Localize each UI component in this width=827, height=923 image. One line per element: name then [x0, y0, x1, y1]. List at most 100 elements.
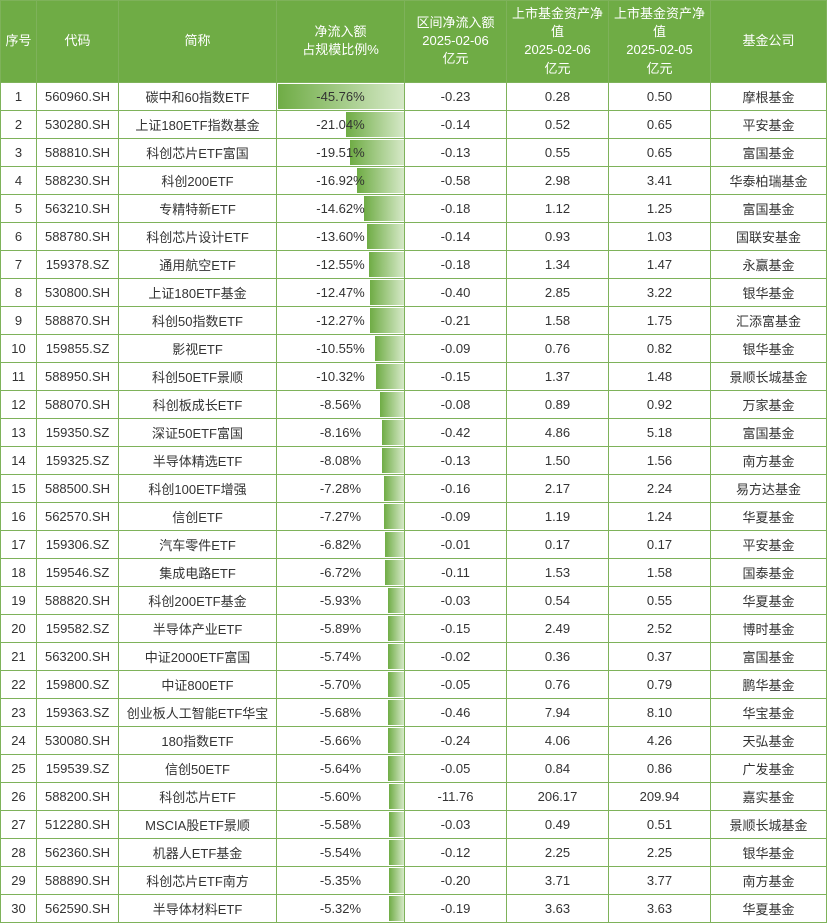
table-row: 13159350.SZ深证50ETF富国-8.16%-0.424.865.18富…	[1, 418, 827, 446]
cell-name: MSCIA股ETF景顺	[119, 810, 277, 838]
cell-nav1: 2.25	[507, 838, 609, 866]
cell-seq: 14	[1, 446, 37, 474]
ratio-label: -6.72%	[320, 565, 361, 580]
cell-name: 科创50指数ETF	[119, 306, 277, 334]
cell-ratio: -16.92%	[277, 166, 405, 194]
cell-flow: -0.05	[405, 754, 507, 782]
cell-name: 影视ETF	[119, 334, 277, 362]
cell-comp: 摩根基金	[711, 82, 827, 110]
cell-code: 588230.SH	[37, 166, 119, 194]
cell-code: 159546.SZ	[37, 558, 119, 586]
cell-comp: 鹏华基金	[711, 670, 827, 698]
col-header-ratio: 净流入额占规模比例%	[277, 1, 405, 83]
table-row: 4588230.SH科创200ETF-16.92%-0.582.983.41华泰…	[1, 166, 827, 194]
ratio-label: -45.76%	[316, 89, 364, 104]
cell-nav2: 4.26	[609, 726, 711, 754]
cell-code: 562590.SH	[37, 894, 119, 922]
cell-ratio: -5.68%	[277, 698, 405, 726]
cell-nav1: 2.17	[507, 474, 609, 502]
ratio-label: -7.28%	[320, 481, 361, 496]
table-row: 24530080.SH180指数ETF-5.66%-0.244.064.26天弘…	[1, 726, 827, 754]
cell-name: 机器人ETF基金	[119, 838, 277, 866]
cell-nav1: 0.76	[507, 334, 609, 362]
cell-ratio: -8.08%	[277, 446, 405, 474]
cell-code: 562570.SH	[37, 502, 119, 530]
cell-nav2: 1.58	[609, 558, 711, 586]
ratio-label: -13.60%	[316, 229, 364, 244]
cell-flow: -0.24	[405, 726, 507, 754]
ratio-bar	[364, 196, 404, 221]
cell-nav2: 1.25	[609, 194, 711, 222]
cell-comp: 华夏基金	[711, 502, 827, 530]
cell-nav2: 1.24	[609, 502, 711, 530]
cell-nav2: 0.86	[609, 754, 711, 782]
cell-ratio: -12.47%	[277, 278, 405, 306]
cell-ratio: -5.74%	[277, 642, 405, 670]
ratio-bar	[385, 532, 404, 557]
table-row: 22159800.SZ中证800ETF-5.70%-0.050.760.79鹏华…	[1, 670, 827, 698]
cell-seq: 18	[1, 558, 37, 586]
cell-ratio: -12.27%	[277, 306, 405, 334]
cell-seq: 16	[1, 502, 37, 530]
table-row: 14159325.SZ半导体精选ETF-8.08%-0.131.501.56南方…	[1, 446, 827, 474]
table-header: 序号代码简称净流入额占规模比例%区间净流入额2025-02-06亿元上市基金资产…	[1, 1, 827, 83]
cell-flow: -0.09	[405, 334, 507, 362]
cell-comp: 易方达基金	[711, 474, 827, 502]
cell-nav2: 0.82	[609, 334, 711, 362]
cell-nav1: 4.06	[507, 726, 609, 754]
ratio-bar	[389, 868, 404, 893]
cell-seq: 19	[1, 586, 37, 614]
cell-nav1: 1.50	[507, 446, 609, 474]
cell-flow: -0.13	[405, 138, 507, 166]
cell-comp: 国泰基金	[711, 558, 827, 586]
ratio-label: -10.32%	[316, 369, 364, 384]
cell-comp: 华泰柏瑞基金	[711, 166, 827, 194]
cell-flow: -0.21	[405, 306, 507, 334]
cell-flow: -0.11	[405, 558, 507, 586]
cell-name: 通用航空ETF	[119, 250, 277, 278]
cell-ratio: -6.72%	[277, 558, 405, 586]
ratio-bar	[388, 644, 404, 669]
table-row: 18159546.SZ集成电路ETF-6.72%-0.111.531.58国泰基…	[1, 558, 827, 586]
cell-seq: 17	[1, 530, 37, 558]
table-row: 6588780.SH科创芯片设计ETF-13.60%-0.140.931.03国…	[1, 222, 827, 250]
cell-nav1: 7.94	[507, 698, 609, 726]
ratio-label: -5.68%	[320, 705, 361, 720]
cell-ratio: -5.54%	[277, 838, 405, 866]
cell-seq: 7	[1, 250, 37, 278]
cell-flow: -0.03	[405, 586, 507, 614]
cell-flow: -0.15	[405, 362, 507, 390]
ratio-label: -5.93%	[320, 593, 361, 608]
cell-ratio: -45.76%	[277, 82, 405, 110]
cell-flow: -0.02	[405, 642, 507, 670]
cell-nav1: 0.28	[507, 82, 609, 110]
ratio-bar	[389, 784, 404, 809]
col-header-nav1: 上市基金资产净值2025-02-06亿元	[507, 1, 609, 83]
ratio-label: -8.08%	[320, 453, 361, 468]
cell-name: 集成电路ETF	[119, 558, 277, 586]
cell-nav2: 1.75	[609, 306, 711, 334]
cell-code: 588890.SH	[37, 866, 119, 894]
col-header-comp: 基金公司	[711, 1, 827, 83]
cell-name: 专精特新ETF	[119, 194, 277, 222]
cell-code: 588200.SH	[37, 782, 119, 810]
cell-code: 159539.SZ	[37, 754, 119, 782]
cell-code: 563210.SH	[37, 194, 119, 222]
cell-code: 159582.SZ	[37, 614, 119, 642]
cell-flow: -0.23	[405, 82, 507, 110]
cell-nav1: 0.93	[507, 222, 609, 250]
cell-code: 530080.SH	[37, 726, 119, 754]
cell-comp: 银华基金	[711, 278, 827, 306]
table-row: 28562360.SH机器人ETF基金-5.54%-0.122.252.25银华…	[1, 838, 827, 866]
cell-ratio: -8.16%	[277, 418, 405, 446]
cell-comp: 南方基金	[711, 866, 827, 894]
cell-seq: 23	[1, 698, 37, 726]
cell-code: 560960.SH	[37, 82, 119, 110]
cell-name: 信创50ETF	[119, 754, 277, 782]
cell-comp: 景顺长城基金	[711, 810, 827, 838]
cell-code: 588070.SH	[37, 390, 119, 418]
cell-name: 科创芯片ETF富国	[119, 138, 277, 166]
cell-nav2: 3.22	[609, 278, 711, 306]
cell-code: 588870.SH	[37, 306, 119, 334]
cell-seq: 12	[1, 390, 37, 418]
